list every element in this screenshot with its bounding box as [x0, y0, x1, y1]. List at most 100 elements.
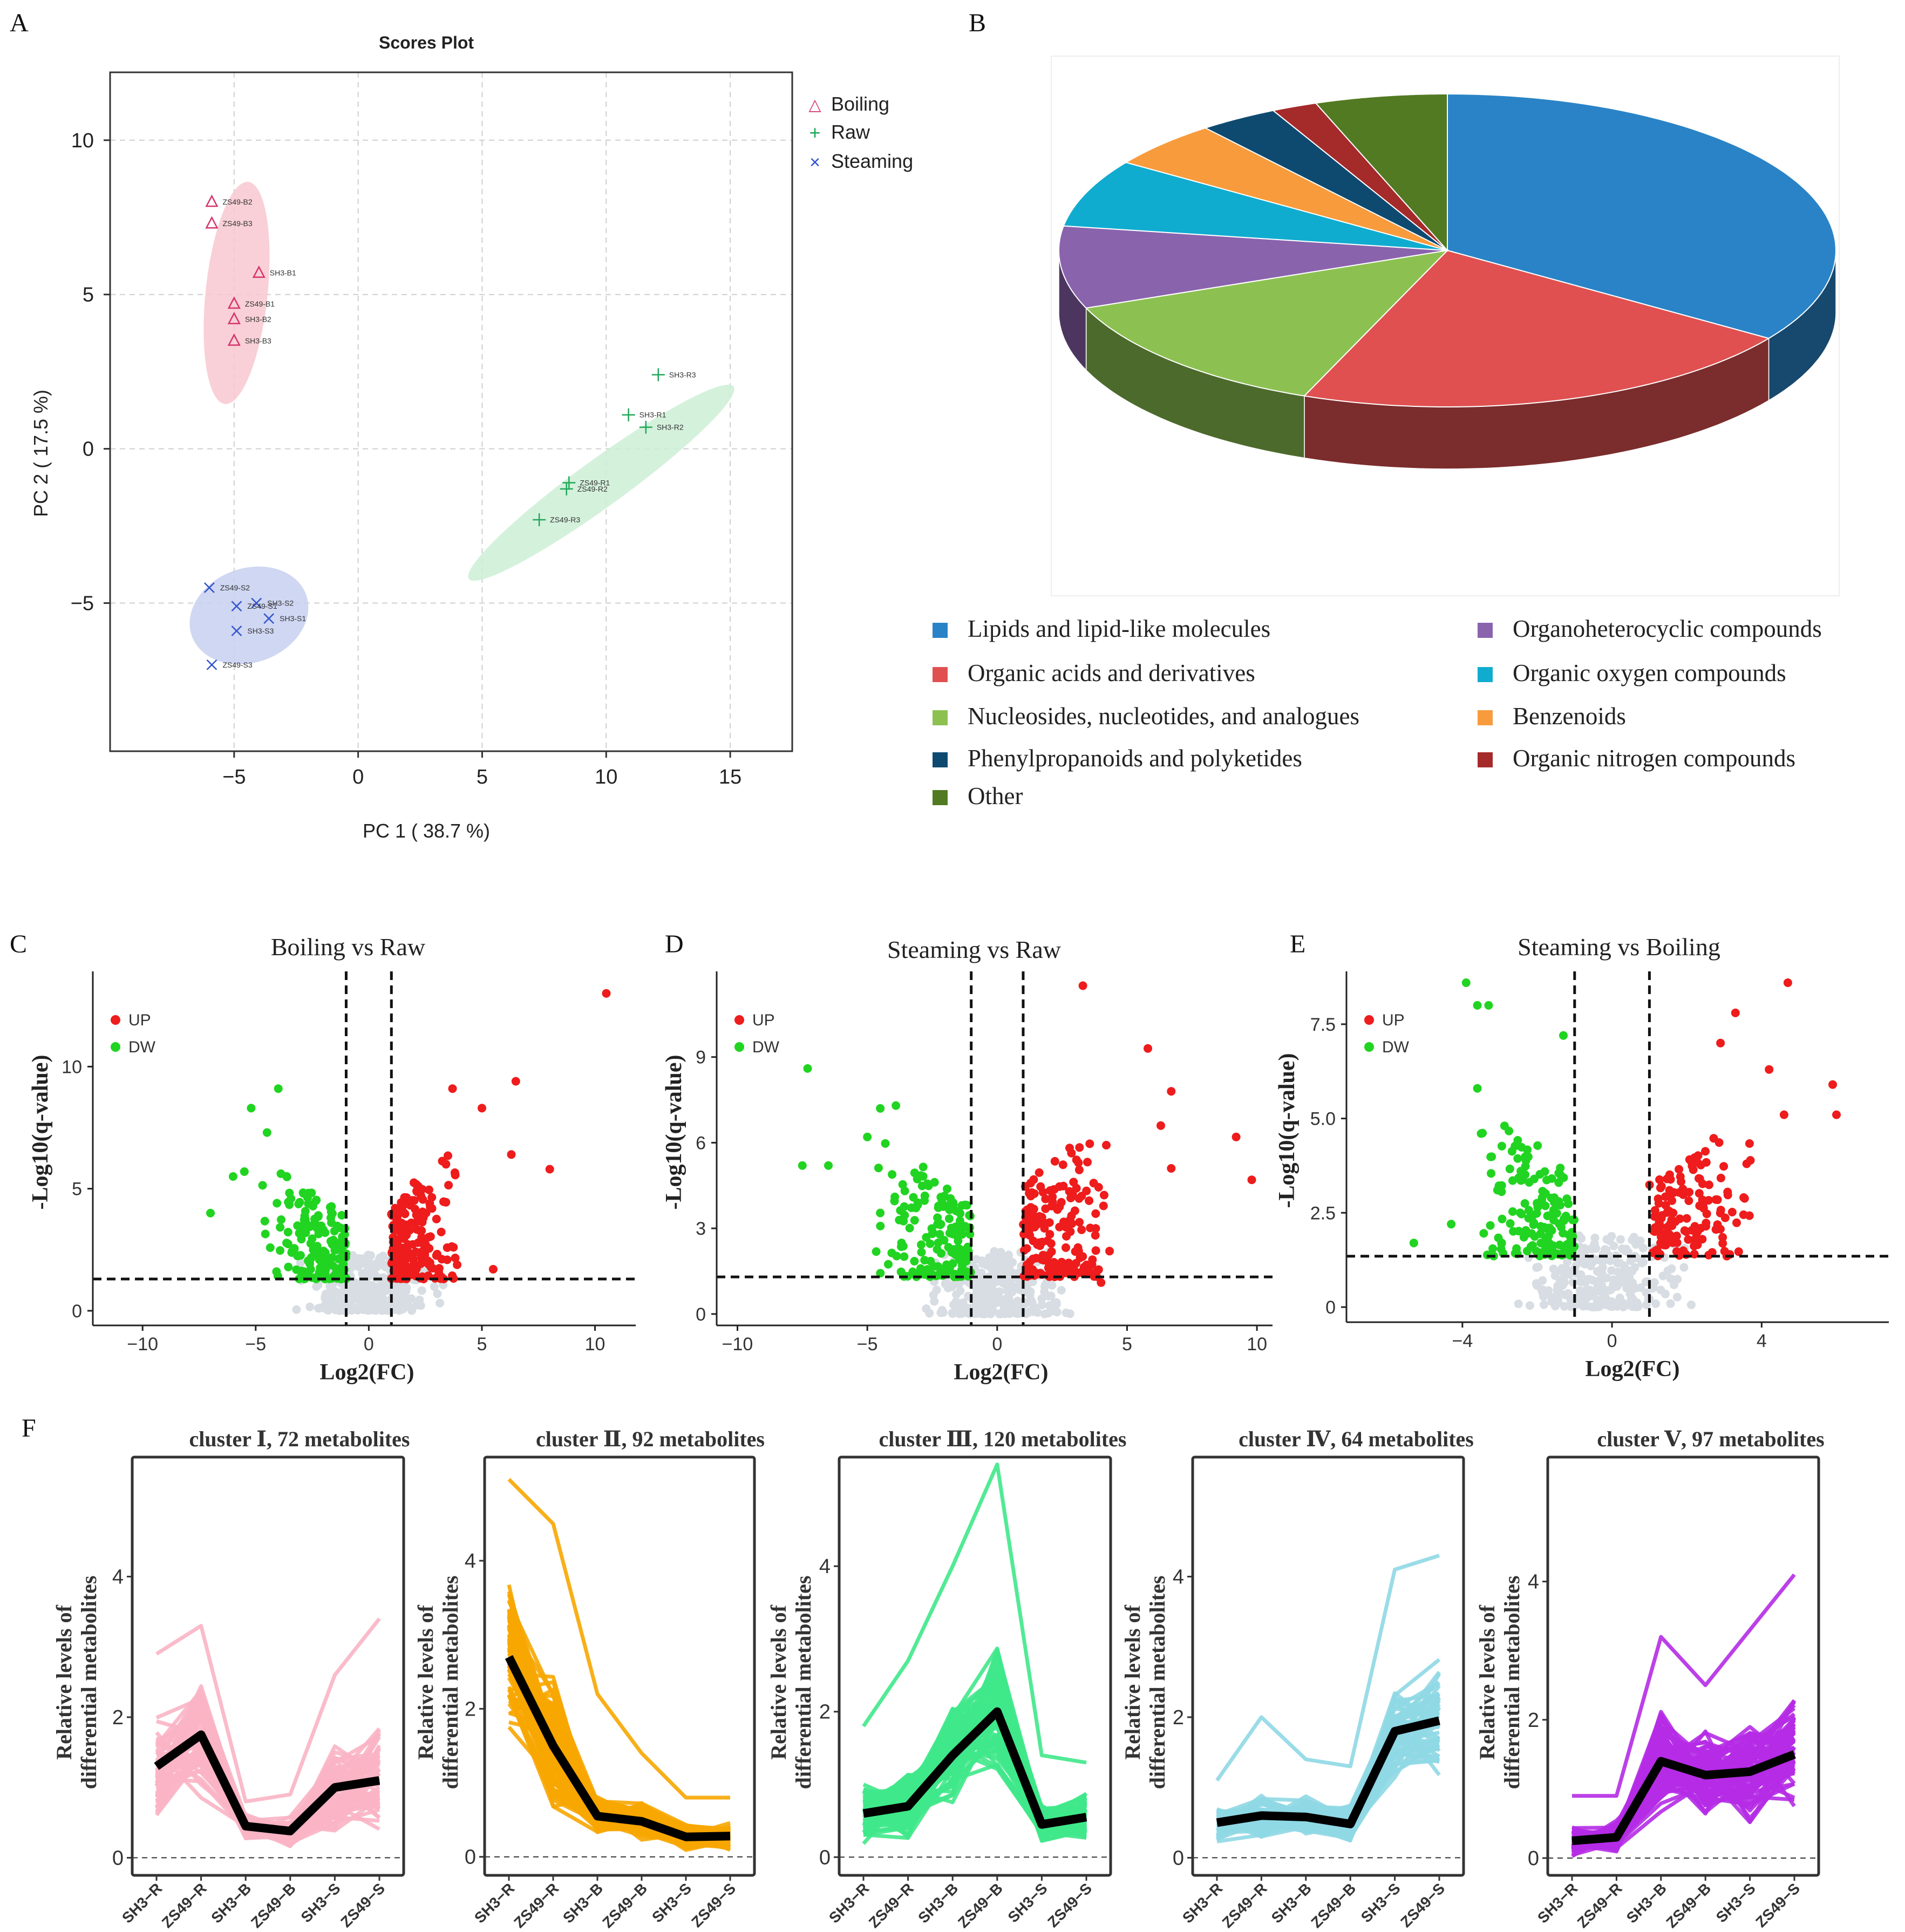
cluster-xtick-label: ZS49−R	[1574, 1880, 1625, 1931]
pca-xtick-label: 10	[595, 766, 617, 788]
volcano-point-up	[432, 1214, 441, 1223]
pie-legend-label: Benzenoids	[1513, 703, 1626, 730]
pca-point-label: ZS49-B1	[245, 300, 275, 308]
volcano-point-up	[1054, 1263, 1064, 1272]
volcano-point-up	[400, 1258, 409, 1268]
volcano-xlabel: Log2(FC)	[320, 1360, 414, 1385]
volcano-point-up	[1659, 1240, 1669, 1249]
volcano-point-up	[1086, 1223, 1095, 1233]
pie-legend-swatch	[933, 667, 948, 682]
volcano-point-ns	[985, 1262, 994, 1271]
pca-point	[206, 659, 217, 670]
volcano-point-up	[1699, 1203, 1708, 1213]
volcano-point-ns	[1037, 1294, 1046, 1303]
cluster-ytick-label: 0	[1173, 1847, 1184, 1869]
volcano-legend-dw: DW	[752, 1038, 780, 1056]
volcano-point-dw	[1561, 1212, 1570, 1221]
volcano-point-up	[1089, 1179, 1098, 1188]
volcano-point-up	[1073, 1243, 1083, 1252]
volcano-point-dw	[887, 1248, 896, 1257]
volcano-point-up	[1029, 1175, 1038, 1184]
volcano-point-dw	[1497, 1141, 1506, 1151]
volcano-point-ns	[364, 1250, 373, 1260]
volcano-point-ns	[366, 1266, 376, 1275]
volcano-point-dw	[1564, 1199, 1573, 1208]
volcano-point-ns	[1596, 1255, 1605, 1264]
volcano-point-dw	[898, 1180, 907, 1189]
pca-point	[227, 333, 241, 346]
cluster-ylabel: Relative levels of differential metabolit…	[766, 1576, 815, 1790]
volcano-point-ns	[1555, 1289, 1564, 1298]
volcano-point-up	[1070, 1206, 1079, 1215]
volcano-point-ns	[1514, 1300, 1523, 1308]
volcano-legend-marker-dw	[1364, 1042, 1374, 1052]
volcano-point-ns	[1550, 1271, 1560, 1280]
volcano-point-ns	[436, 1298, 445, 1308]
cluster-xtick-label: ZS49−B	[1663, 1880, 1714, 1931]
volcano-point-up	[1675, 1214, 1684, 1223]
volcano-xtick-label: 10	[585, 1334, 605, 1355]
pie-legend-swatch	[933, 752, 948, 767]
cluster-xtick-label: ZS49−B	[599, 1880, 650, 1931]
volcano-point-ns	[305, 1302, 315, 1311]
cluster-ylabel-line1: Relative levels of	[52, 1605, 76, 1760]
volcano-point-dw	[330, 1246, 339, 1255]
volcano-point-dw	[295, 1229, 304, 1238]
volcano-point-ns	[1607, 1266, 1616, 1275]
volcano-point-dw	[1533, 1141, 1542, 1150]
volcano-point-ns	[376, 1285, 385, 1295]
volcano-point-up	[404, 1240, 413, 1249]
volcano-xtick-label: −4	[1452, 1331, 1473, 1351]
volcano-point-ns	[1553, 1281, 1562, 1290]
volcano-point-up	[1685, 1188, 1694, 1197]
volcano-point-dw	[284, 1262, 293, 1271]
volcano-point-up	[1099, 1191, 1108, 1200]
volcano-point-dw	[946, 1194, 955, 1203]
volcano-point-dw	[332, 1267, 341, 1275]
volcano-point-up	[1105, 1247, 1114, 1256]
volcano-point-ns	[391, 1296, 400, 1305]
volcano-point-dw	[1536, 1248, 1545, 1257]
volcano-point-dw	[917, 1240, 926, 1249]
volcano-point-up	[418, 1217, 427, 1227]
volcano-point-up	[1046, 1239, 1056, 1248]
cluster-ytick-label: 4	[1528, 1571, 1539, 1594]
volcano-point-up	[414, 1238, 423, 1247]
volcano-xtick-label: 0	[992, 1334, 1002, 1355]
cluster-metabolite-line	[862, 1748, 1087, 1838]
cluster-panels: cluster Ⅰ, 72 metabolites024SH3−RZS49−RS…	[52, 1427, 1825, 1931]
volcano-point-up	[439, 1197, 448, 1206]
volcano-point-up	[432, 1251, 441, 1260]
volcano-point-dw	[260, 1216, 269, 1226]
pca-point	[203, 582, 215, 593]
volcano-point-up	[1097, 1278, 1106, 1287]
volcano-point-dw	[1570, 1215, 1579, 1224]
volcano-point-ns	[998, 1278, 1007, 1287]
pca-title: Scores Plot	[379, 33, 474, 52]
pca-point-label: SH3-B2	[245, 315, 271, 323]
volcano-point-up	[1047, 1247, 1056, 1256]
pca-point	[205, 216, 219, 229]
volcano-point-dw	[958, 1258, 967, 1267]
volcano-point-dw	[319, 1247, 328, 1256]
volcano-legend-marker-dw	[734, 1042, 744, 1052]
volcano-point-up	[1716, 1038, 1725, 1047]
volcano-point-up	[434, 1268, 444, 1277]
volcano-point-ns	[1590, 1233, 1600, 1242]
volcano-point-up	[478, 1104, 486, 1113]
volcano-point-dw	[933, 1220, 942, 1229]
volcano-point-ns	[1040, 1309, 1049, 1318]
volcano-xtick-label: 5	[1122, 1334, 1132, 1355]
volcano-point-ns	[1631, 1240, 1641, 1249]
volcano-point-up	[1062, 1243, 1070, 1252]
volcano-point-up	[408, 1251, 417, 1261]
volcano-title: Steaming vs Raw	[887, 936, 1062, 963]
volcano-legend-up: UP	[1382, 1011, 1405, 1029]
volcano-point-dw	[1477, 1129, 1486, 1138]
volcano-point-dw	[1498, 1214, 1507, 1223]
volcano-point-dw	[326, 1207, 336, 1216]
pca-point-label: SH3-R2	[657, 423, 684, 432]
pca-point-label: SH3-S2	[267, 599, 294, 608]
volcano-point-ns	[1598, 1263, 1607, 1272]
volcano-point-up	[406, 1270, 415, 1280]
